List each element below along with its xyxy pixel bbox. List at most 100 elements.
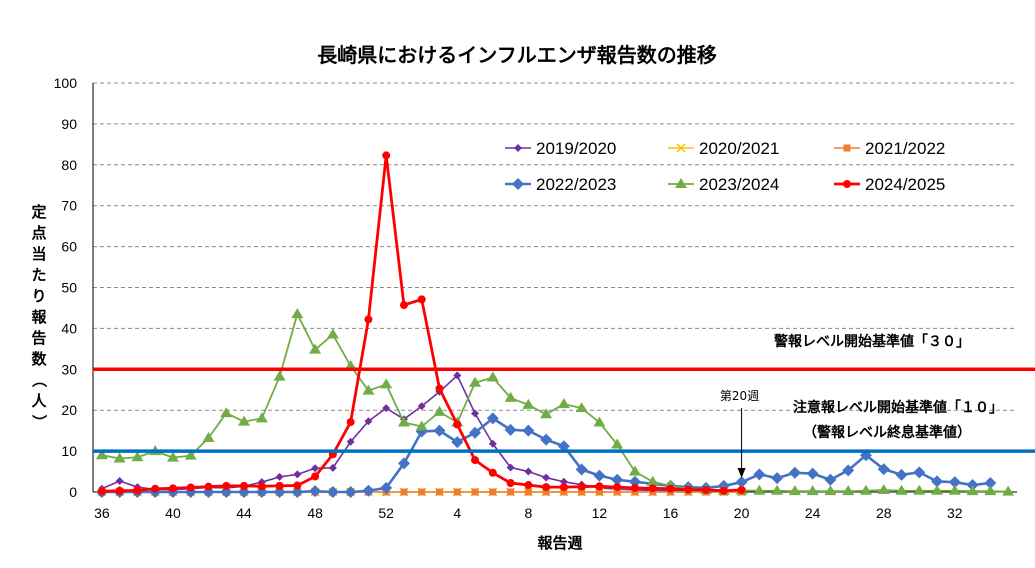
- data-point: [344, 360, 357, 371]
- data-point: [575, 463, 588, 476]
- data-point: [240, 481, 249, 490]
- data-point: [719, 486, 728, 495]
- data-point: [273, 486, 286, 498]
- data-point: [559, 483, 568, 492]
- data-point: [436, 488, 443, 496]
- data-point: [257, 482, 266, 491]
- data-point: [417, 295, 426, 304]
- data-point: [595, 482, 604, 491]
- data-point: [113, 452, 126, 463]
- y-axis-label-char: 告: [31, 329, 46, 347]
- series-2022-2023: [95, 412, 997, 498]
- data-point: [326, 486, 339, 498]
- data-point: [222, 481, 231, 490]
- y-tick-label: 90: [61, 116, 77, 132]
- data-point: [311, 472, 320, 481]
- y-axis-label-char: 定: [31, 203, 46, 221]
- annotation-arrow-head: [737, 468, 746, 478]
- x-tick-label: 52: [378, 505, 394, 521]
- y-tick-label: 40: [61, 320, 77, 336]
- y-tick-label: 80: [61, 157, 77, 173]
- data-point: [291, 486, 304, 498]
- data-point: [344, 486, 357, 498]
- data-point: [506, 479, 515, 488]
- data-point: [771, 484, 784, 495]
- data-series: [95, 151, 1015, 498]
- data-point: [824, 473, 837, 486]
- data-point: [842, 485, 855, 496]
- data-point: [504, 391, 517, 402]
- legend-swatch-marker: [512, 178, 524, 190]
- data-point: [151, 484, 160, 493]
- data-point: [666, 484, 675, 493]
- legend-item-2022-2023: 2022/2023: [505, 175, 616, 194]
- data-point: [542, 488, 550, 496]
- data-point: [948, 476, 961, 489]
- data-point: [115, 476, 124, 485]
- series-line: [101, 153, 742, 493]
- y-axis-label-char: ）: [30, 414, 48, 429]
- data-point: [684, 485, 693, 494]
- data-point: [560, 488, 568, 496]
- y-tick-label: 100: [54, 75, 78, 91]
- y-axis-label-char: 数: [31, 350, 47, 368]
- x-tick-labels: 36 40 44 48 52 4 8 12 16 20 24 28 32: [94, 505, 963, 521]
- data-point: [273, 370, 286, 381]
- data-point: [702, 485, 711, 494]
- legend-item-2021-2022: 2021/2022: [834, 139, 945, 158]
- data-point: [291, 308, 304, 319]
- data-point: [362, 484, 375, 497]
- data-point: [97, 487, 106, 496]
- data-point: [469, 426, 482, 439]
- data-point: [613, 488, 621, 496]
- data-point: [506, 463, 515, 472]
- x-tick-label: 4: [453, 505, 461, 521]
- data-point: [488, 468, 497, 477]
- data-point: [489, 488, 497, 496]
- data-point: [400, 488, 408, 496]
- data-point: [471, 488, 479, 496]
- data-point: [204, 482, 213, 491]
- legend-label: 2023/2024: [699, 175, 779, 194]
- data-point: [646, 475, 659, 486]
- data-point: [842, 464, 855, 477]
- data-point: [913, 484, 926, 495]
- week-annotation-label: 第20週: [720, 389, 759, 403]
- x-tick-label: 48: [307, 505, 323, 521]
- y-axis-label-char: （: [30, 372, 48, 387]
- data-point: [522, 424, 535, 437]
- data-point: [433, 424, 446, 437]
- y-axis-label-char: 人: [31, 392, 47, 410]
- data-point: [382, 151, 391, 160]
- x-tick-label: 24: [805, 505, 821, 521]
- x-tick-label: 36: [94, 505, 110, 521]
- data-point: [255, 412, 268, 423]
- data-point: [648, 484, 657, 493]
- data-point: [788, 485, 801, 496]
- data-point: [613, 483, 622, 492]
- y-tick-label: 10: [61, 443, 77, 459]
- data-point: [895, 468, 908, 481]
- data-point: [524, 467, 533, 476]
- legend-swatch-marker: [843, 180, 851, 188]
- data-point: [435, 384, 444, 393]
- legend-label: 2021/2022: [865, 139, 945, 158]
- legend-label: 2022/2023: [536, 175, 616, 194]
- data-point: [364, 315, 373, 324]
- legend-swatch-marker: [675, 178, 687, 188]
- data-point: [806, 485, 819, 496]
- data-point: [453, 420, 462, 429]
- data-point: [311, 464, 320, 473]
- legend-label: 2024/2025: [865, 175, 945, 194]
- data-point: [984, 477, 997, 490]
- y-axis-label-char: り: [31, 287, 46, 305]
- reference-lines: 警報レベル開始基準値「３０」注意報レベル開始基準値「１０」 （警報レベル終息基準値…: [93, 333, 1035, 453]
- data-point: [380, 378, 393, 389]
- data-point: [984, 485, 997, 496]
- data-point: [966, 479, 979, 492]
- data-point: [895, 484, 908, 495]
- data-point: [595, 488, 603, 496]
- data-point: [593, 469, 606, 482]
- data-point: [380, 481, 393, 494]
- y-axis-label-char: 当: [31, 245, 46, 263]
